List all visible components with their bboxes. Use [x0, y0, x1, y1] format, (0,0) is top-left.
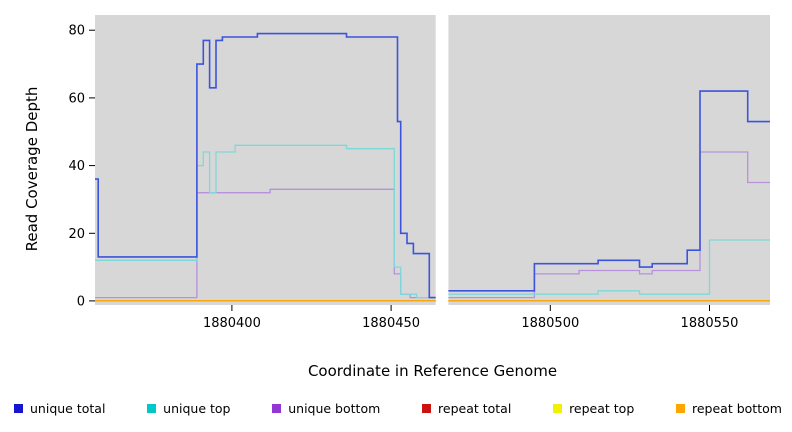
svg-text:1880450: 1880450 — [362, 316, 420, 331]
legend-swatch — [676, 404, 685, 413]
svg-text:0: 0 — [77, 294, 85, 309]
legend-label: unique bottom — [288, 401, 381, 416]
legend-item-repeat-top: repeat top — [553, 401, 634, 416]
legend-label: repeat bottom — [692, 401, 782, 416]
legend-swatch — [147, 404, 157, 413]
legend-label: unique top — [163, 401, 231, 416]
x-axis-title: Coordinate in Reference Genome — [307, 362, 558, 380]
svg-text:1880550: 1880550 — [681, 316, 739, 331]
svg-text:20: 20 — [68, 227, 85, 242]
legend-item-repeat-bottom: repeat bottom — [676, 401, 782, 416]
svg-text:1880500: 1880500 — [521, 316, 579, 331]
svg-text:1880400: 1880400 — [203, 316, 261, 331]
legend: unique total unique top unique bottom re… — [14, 401, 782, 416]
legend-label: repeat top — [569, 401, 635, 416]
legend-swatch — [553, 404, 563, 413]
legend-swatch — [14, 404, 23, 413]
legend-label: unique total — [30, 401, 106, 416]
svg-text:80: 80 — [68, 24, 85, 39]
legend-item-unique-bottom: unique bottom — [272, 401, 380, 416]
coverage-plot: 0 20 40 60 80 1880400 1880450 1880500 1880550 — [68, 15, 770, 331]
svg-text:60: 60 — [68, 91, 85, 106]
svg-text:40: 40 — [68, 159, 85, 174]
legend-item-unique-total: unique total — [14, 401, 105, 416]
y-axis-title: Read Coverage Depth — [23, 86, 41, 252]
legend-label: repeat total — [438, 401, 512, 416]
legend-item-repeat-total: repeat total — [422, 401, 511, 416]
legend-swatch — [272, 404, 282, 413]
legend-item-unique-top: unique top — [147, 401, 230, 416]
legend-swatch — [422, 404, 432, 413]
